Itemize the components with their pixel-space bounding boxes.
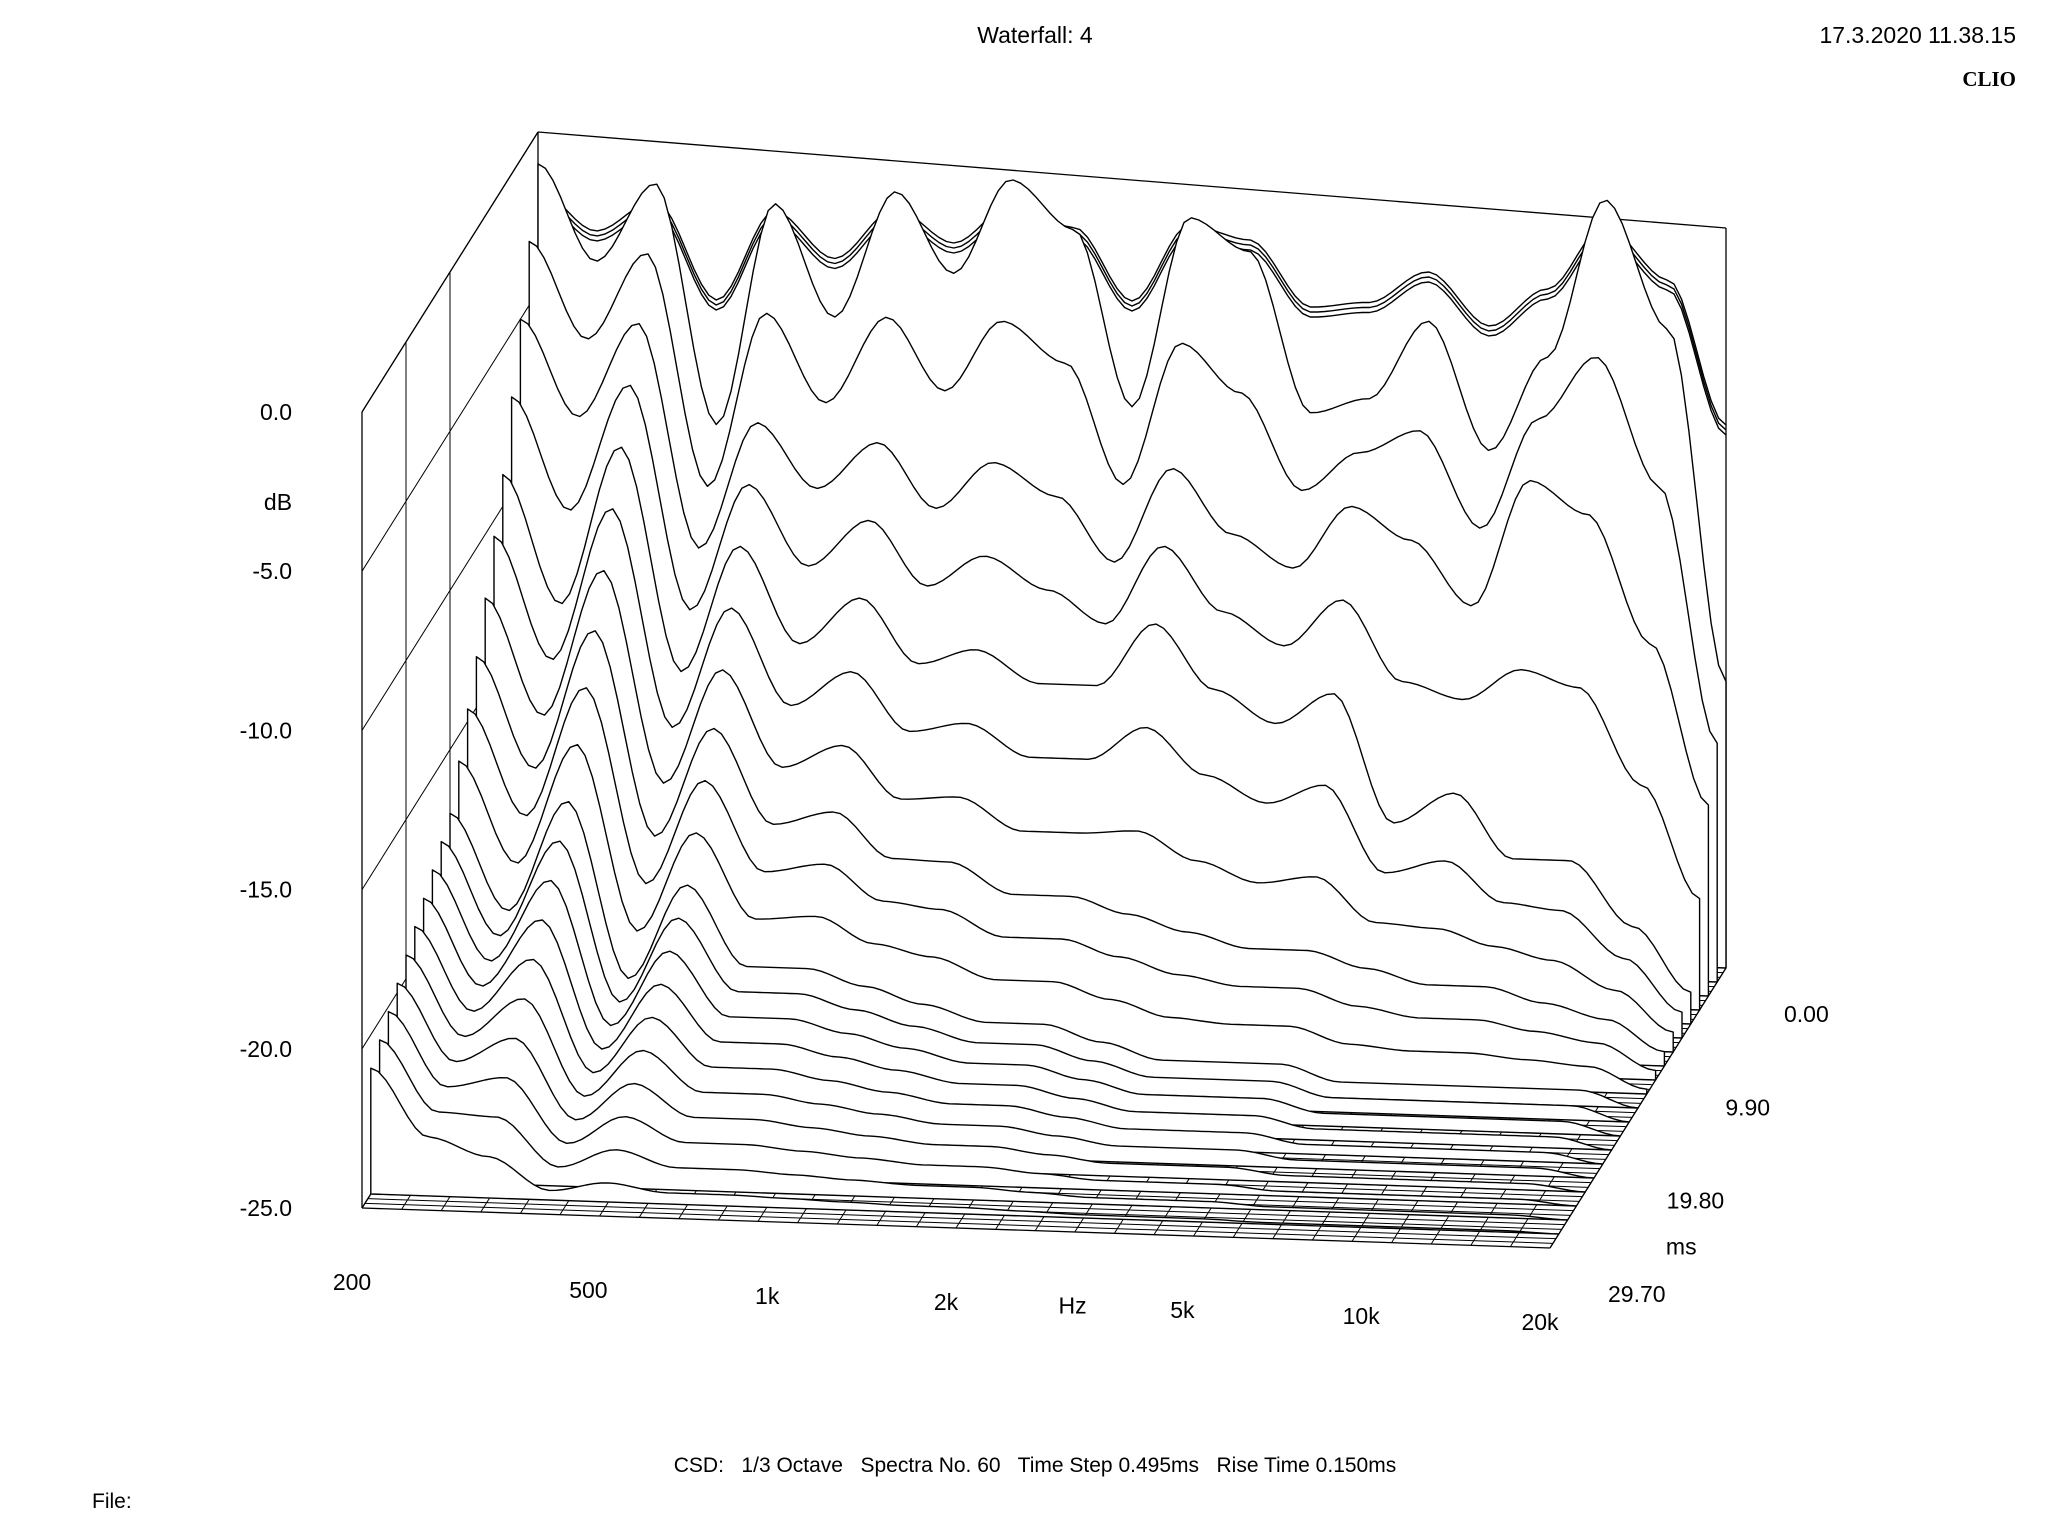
frequency-axis-label: Hz <box>1059 1293 1087 1319</box>
frequency-tick-label: 20k <box>1521 1309 1559 1335</box>
db-tick-label: -15.0 <box>240 877 292 903</box>
file-label: File: <box>92 1490 132 1513</box>
time-axis-label: ms <box>1666 1233 1697 1259</box>
axis-labels: 0.0 -5.0 -10.0 -15.0 -20.0 -25.0 dB 200 500 1k 2k 5… <box>240 399 1829 1335</box>
spectrum-slice <box>370 1067 1560 1235</box>
back-wall-projection <box>537 189 1727 436</box>
back-projection-curve <box>537 199 1727 436</box>
db-tick-label: -10.0 <box>240 717 292 743</box>
frequency-tick-label: 2k <box>934 1289 959 1315</box>
db-tick-label: 0.0 <box>260 399 292 425</box>
spectra-slices <box>370 163 1727 1235</box>
frequency-tick-label: 200 <box>333 1269 371 1295</box>
brand-logo: CLIO <box>1962 67 2016 91</box>
db-tick-label: -25.0 <box>240 1195 292 1221</box>
db-axis-label: dB <box>264 489 292 515</box>
frequency-tick-label: 1k <box>755 1283 780 1309</box>
spectrum-slice <box>396 982 1586 1193</box>
time-tick-label: 9.90 <box>1725 1094 1770 1120</box>
time-tick-label: 0.00 <box>1784 1001 1829 1027</box>
frequency-tick-label: 5k <box>1170 1297 1195 1323</box>
spectrum-slice <box>387 1010 1578 1207</box>
back-top-edge <box>537 131 1727 229</box>
db-tick-label: -20.0 <box>240 1036 292 1062</box>
time-tick-label: 19.80 <box>1667 1188 1725 1214</box>
frequency-tick-label: 500 <box>569 1277 607 1303</box>
frequency-tick-label: 10k <box>1343 1303 1381 1329</box>
time-tick-label: 29.70 <box>1608 1281 1666 1307</box>
timestamp: 17.3.2020 11.38.15 <box>1819 22 2016 48</box>
db-tick-label: -5.0 <box>252 558 292 584</box>
settings-line: CSD: 1/3 Octave Spectra No. 60 Time Step… <box>674 1454 1396 1477</box>
chart-title: Waterfall: 4 <box>977 22 1093 48</box>
back-projection-curve <box>537 194 1727 431</box>
spectrum-slice <box>378 1039 1569 1221</box>
back-projection-curve <box>537 189 1727 426</box>
front-bottom-edge <box>361 1207 1551 1249</box>
